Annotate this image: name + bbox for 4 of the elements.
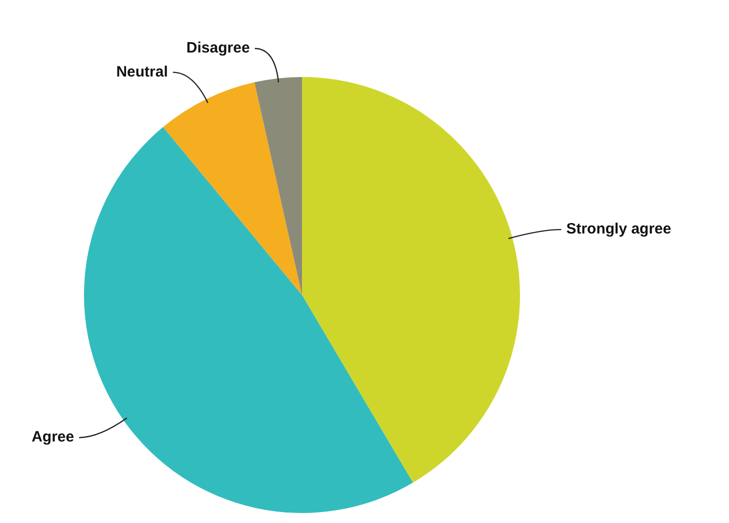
slice-label: Disagree: [186, 40, 250, 57]
slice-label: Neutral: [116, 63, 168, 80]
slice-label: Strongly agree: [566, 220, 672, 238]
slice-label: Agree: [32, 428, 74, 446]
